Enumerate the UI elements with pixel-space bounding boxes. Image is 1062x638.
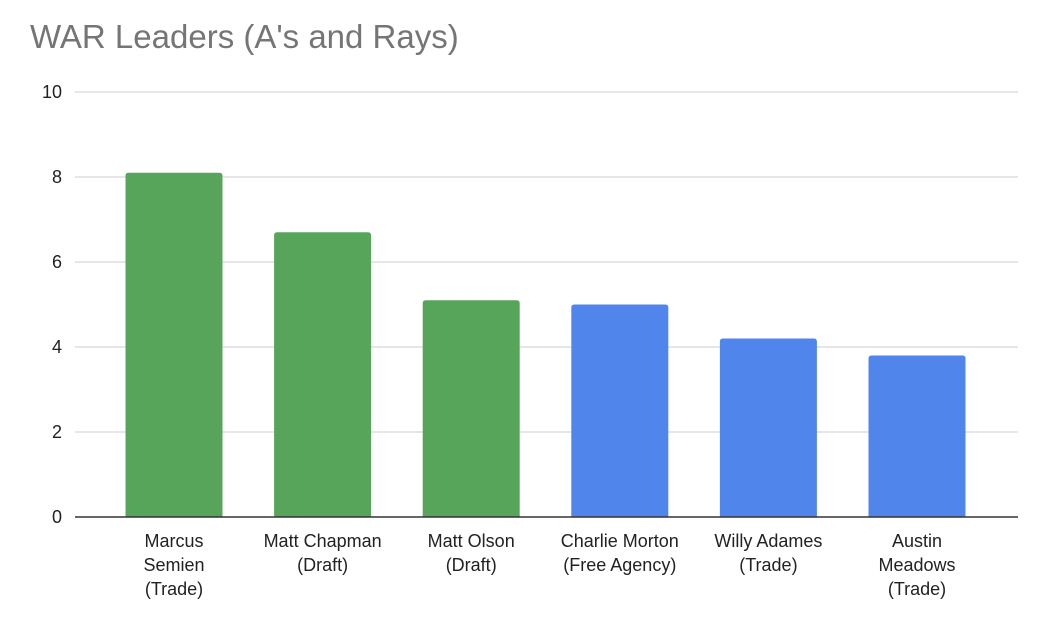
bar: [125, 172, 223, 517]
x-tick-label: Willy Adames (Trade): [714, 531, 822, 575]
x-tick-label-line: (Trade): [739, 555, 797, 575]
x-tick-label-line: Matt Chapman: [264, 531, 382, 551]
x-tick-label-line: (Free Agency): [563, 555, 676, 575]
x-tick-label-line: Willy Adames: [714, 531, 822, 551]
x-tick-label-line: Semien: [143, 555, 204, 575]
bar: [274, 232, 372, 517]
bar: [571, 304, 669, 517]
x-tick-label-line: Charlie Morton: [561, 531, 679, 551]
x-tick-label-line: (Trade): [888, 579, 946, 599]
y-tick-label: 2: [52, 422, 62, 442]
x-tick-label: Marcus Semien (Trade): [143, 531, 204, 599]
x-tick-label-line: Matt Olson: [428, 531, 515, 551]
x-tick-label-line: (Trade): [145, 579, 203, 599]
x-tick-label: Matt Olson (Draft): [428, 531, 515, 575]
x-tick-label-line: Meadows: [878, 555, 955, 575]
y-tick-label: 10: [42, 82, 62, 102]
y-tick-label: 8: [52, 167, 62, 187]
y-tick-label: 6: [52, 252, 62, 272]
x-tick-label-line: (Draft): [446, 555, 497, 575]
x-tick-label: Charlie Morton (Free Agency): [561, 531, 679, 575]
y-tick-label: 4: [52, 337, 62, 357]
bar: [719, 338, 817, 517]
x-tick-label: Austin Meadows (Trade): [878, 531, 955, 599]
x-tick-label-line: (Draft): [297, 555, 348, 575]
x-tick-label-line: Austin: [892, 531, 942, 551]
bar: [868, 355, 966, 517]
x-tick-label-line: Marcus: [144, 531, 203, 551]
y-tick-label: 0: [52, 507, 62, 527]
x-tick-label: Matt Chapman (Draft): [264, 531, 382, 575]
chart-title: WAR Leaders (A's and Rays): [30, 18, 459, 55]
bar: [422, 300, 520, 517]
